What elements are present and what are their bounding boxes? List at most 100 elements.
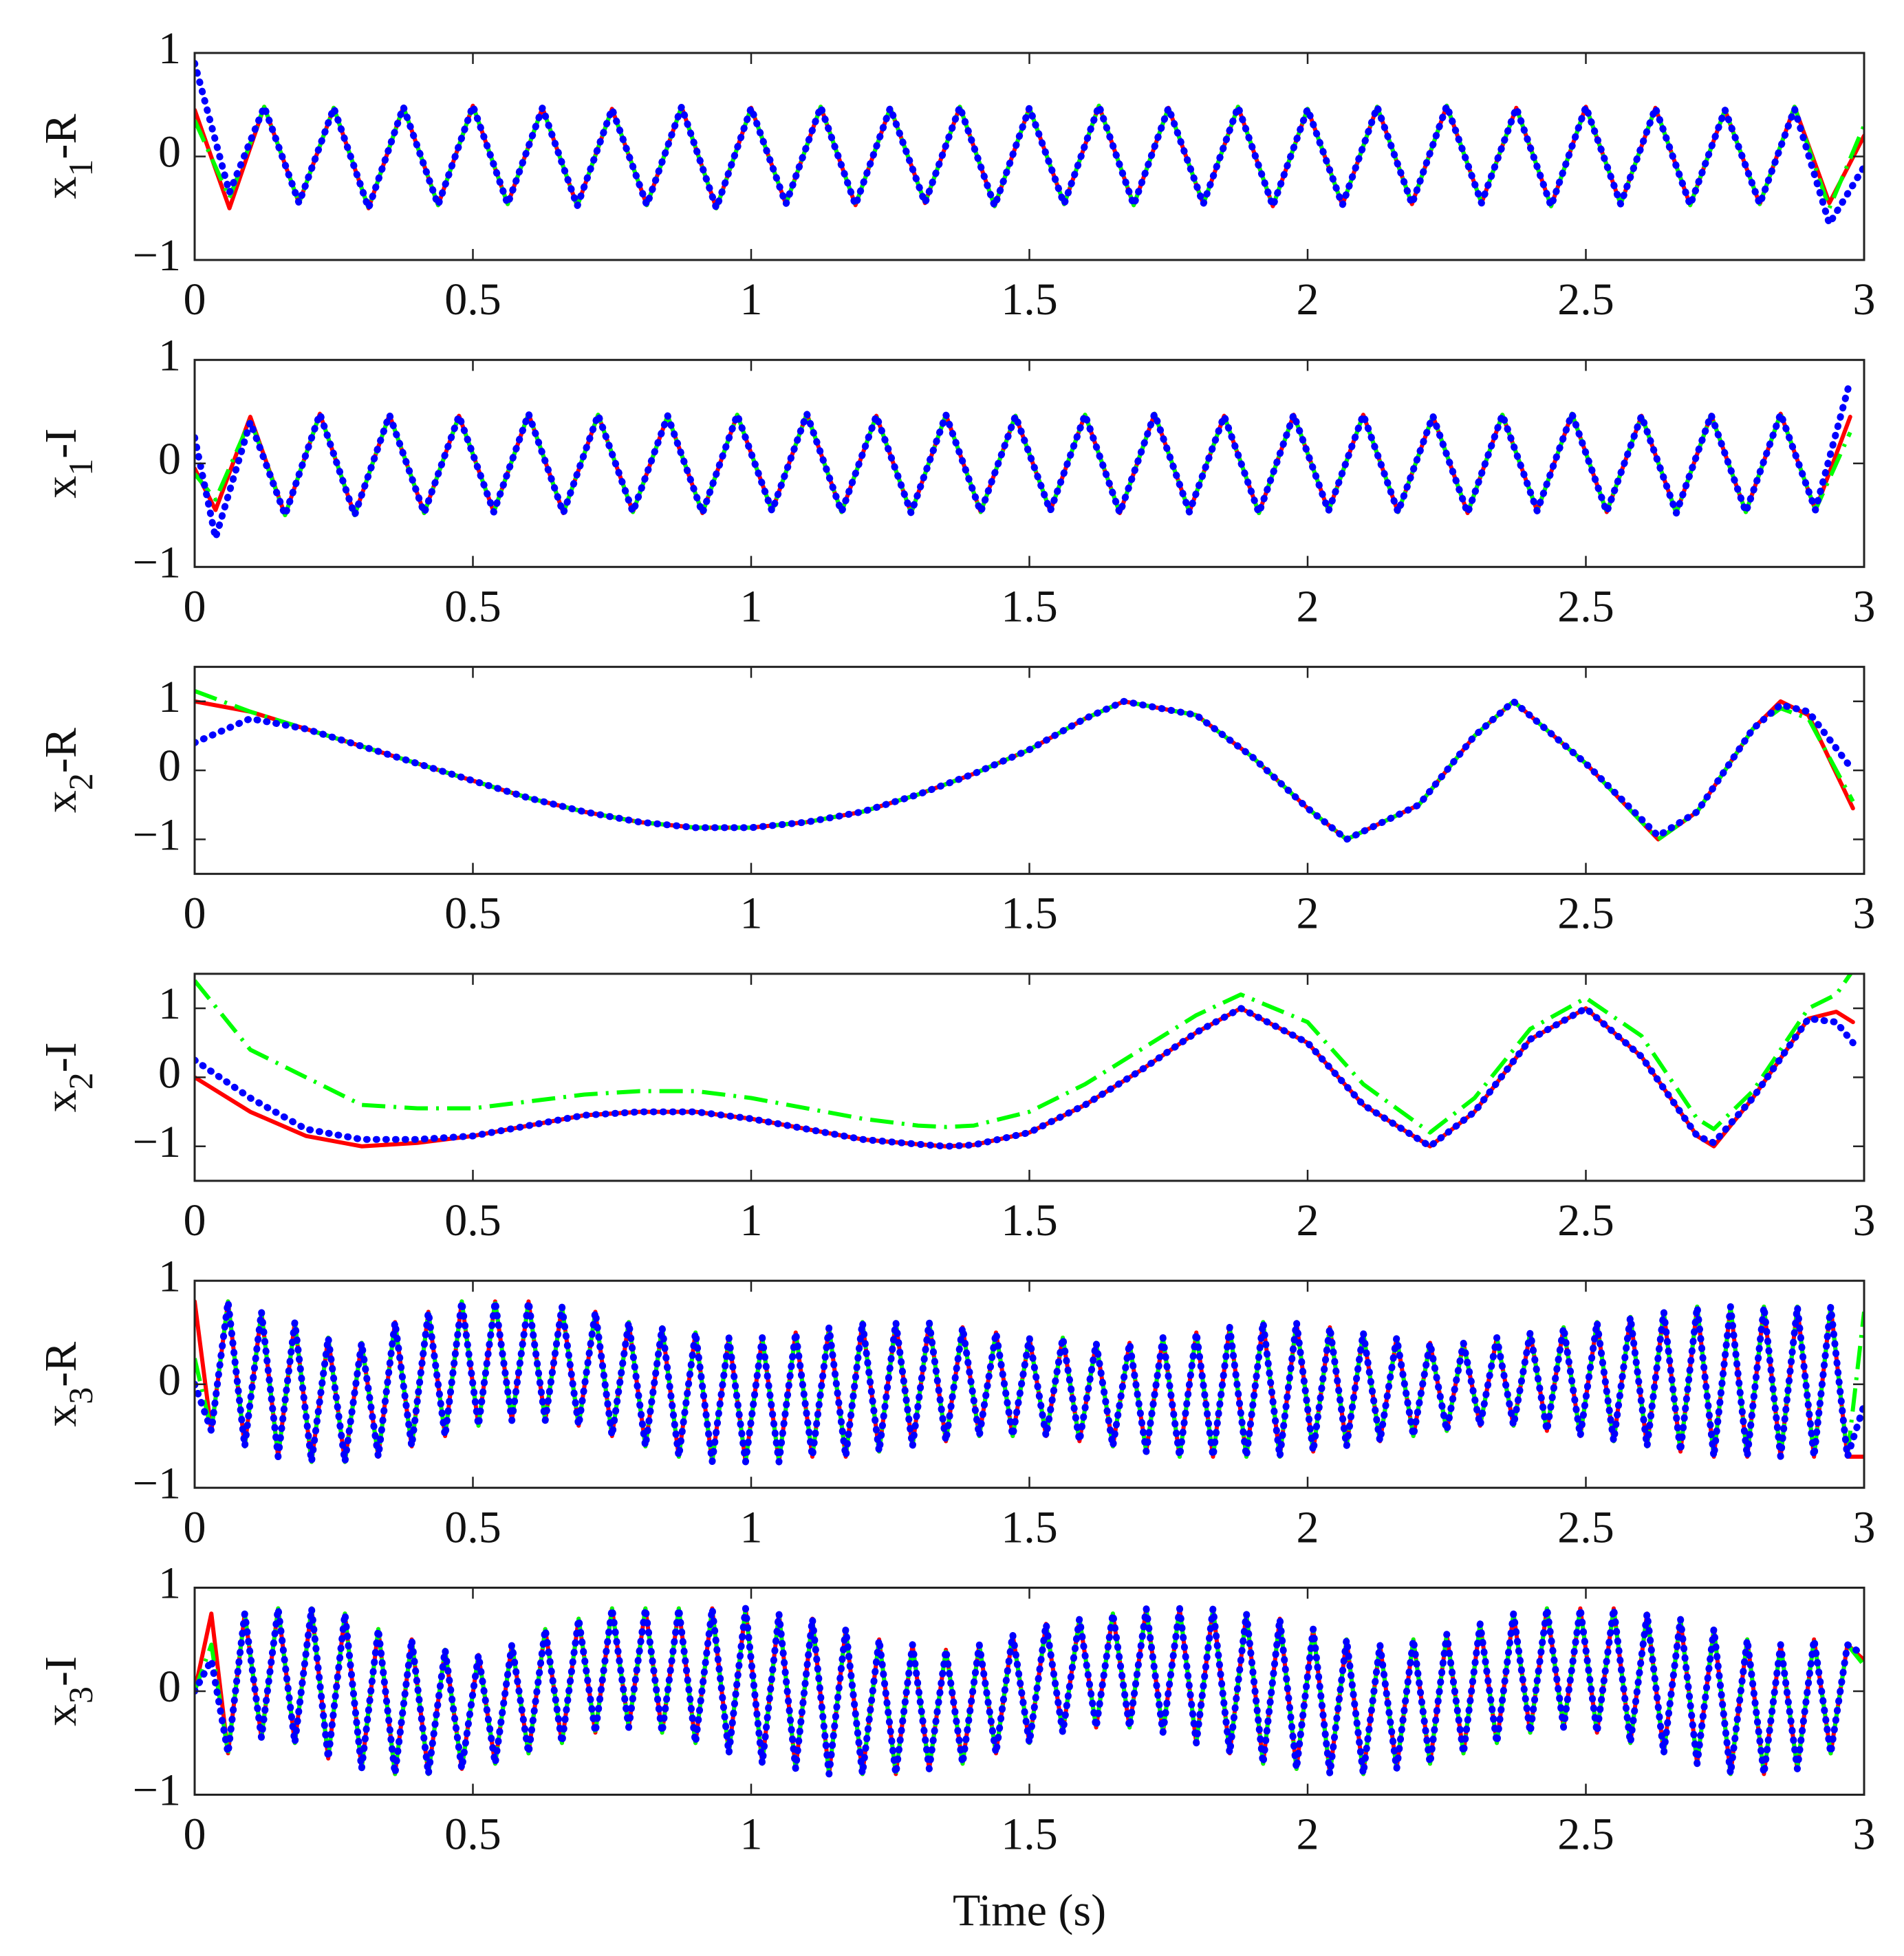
x-tick-label: 2.5 xyxy=(1557,581,1614,631)
y-tick-label: 0 xyxy=(158,434,181,484)
y-tick-label: 1 xyxy=(158,672,181,722)
y-tick-label: 1 xyxy=(158,1251,181,1301)
y-tick-label: 1 xyxy=(158,23,181,74)
y-axis-label: x1-R xyxy=(36,114,100,199)
y-axis-label: x1-I xyxy=(36,428,100,499)
x-tick-label: 1 xyxy=(740,274,763,325)
x-tick-label: 1 xyxy=(740,889,763,939)
y-tick-label: −1 xyxy=(133,1458,181,1508)
axes-box xyxy=(193,666,1865,876)
y-label-base: x xyxy=(36,790,86,813)
x-tick-label: 2.5 xyxy=(1557,1810,1614,1860)
y-label-base: x xyxy=(36,1704,86,1726)
y-label-sub: 2 xyxy=(61,1072,100,1089)
x-tick-label: 3 xyxy=(1853,274,1876,325)
y-tick-label: 0 xyxy=(158,1355,181,1405)
x-tick-label: 1.5 xyxy=(1001,889,1058,939)
y-tick-label: −1 xyxy=(133,537,181,587)
y-tick-label: 1 xyxy=(158,1558,181,1609)
series-group xyxy=(195,973,1857,1150)
x-tick-label: 3 xyxy=(1853,889,1876,939)
y-axis-label: x3-R xyxy=(36,1342,100,1427)
series-group xyxy=(195,1298,1864,1466)
x-tick-label: 0.5 xyxy=(444,274,501,325)
x-tick-label: 0 xyxy=(184,1195,206,1246)
x-tick-label: 3 xyxy=(1853,1502,1876,1552)
y-axis-label: x2-I xyxy=(36,1042,100,1112)
x-tick-label: 2 xyxy=(1297,274,1319,325)
axes-box xyxy=(193,972,1865,1182)
x-tick-label: 2 xyxy=(1297,581,1319,631)
x-tick-label: 1 xyxy=(740,1502,763,1552)
y-label-suffix: -I xyxy=(36,1656,86,1686)
x-tick-label: 0 xyxy=(184,1810,206,1860)
y-tick-label: 0 xyxy=(158,1662,181,1712)
y-label-base: x xyxy=(36,177,86,199)
series-group xyxy=(195,60,1864,228)
plot-area xyxy=(195,53,1864,260)
x-tick-label: 2.5 xyxy=(1557,274,1614,325)
x-tick-label: 0.5 xyxy=(444,1195,501,1246)
y-label-sub: 1 xyxy=(61,459,100,476)
y-tick-label: 0 xyxy=(158,127,181,177)
x-tick-label: 1 xyxy=(740,581,763,631)
x-tick-label: 0.5 xyxy=(444,581,501,631)
x-tick-label: 1.5 xyxy=(1001,581,1058,631)
y-tick-label: −1 xyxy=(133,1765,181,1816)
y-label-sub: 2 xyxy=(61,773,100,790)
x-tick-label: 3 xyxy=(1853,1195,1876,1246)
axes-box xyxy=(193,1279,1865,1489)
y-label-suffix: -R xyxy=(36,728,86,773)
y-label-sub: 3 xyxy=(61,1686,100,1704)
series-line xyxy=(195,1605,1864,1778)
y-label-suffix: -I xyxy=(36,428,86,459)
x-tick-label: 2.5 xyxy=(1557,889,1614,939)
plot-area xyxy=(195,360,1864,567)
y-tick-label: 1 xyxy=(158,979,181,1029)
axes-box xyxy=(193,1587,1865,1796)
y-label-sub: 1 xyxy=(61,160,100,177)
x-tick-label: 3 xyxy=(1853,1810,1876,1860)
x-tick-label: 2.5 xyxy=(1557,1502,1614,1552)
series-line xyxy=(195,697,1857,843)
y-tick-label: 0 xyxy=(158,741,181,791)
x-tick-label: 2 xyxy=(1297,1195,1319,1246)
x-tick-label: 2 xyxy=(1297,889,1319,939)
y-axis-label: x3-I xyxy=(36,1656,100,1726)
x-tick-label: 0 xyxy=(184,274,206,325)
y-tick-label: 1 xyxy=(158,330,181,380)
series-line xyxy=(195,1298,1864,1466)
x-tick-label: 2 xyxy=(1297,1502,1319,1552)
series-line xyxy=(195,377,1854,542)
x-tick-label: 1.5 xyxy=(1001,1502,1058,1552)
series-line xyxy=(195,60,1864,228)
x-tick-label: 0 xyxy=(184,1502,206,1552)
x-tick-label: 1 xyxy=(740,1195,763,1246)
plot-area xyxy=(195,973,1864,1181)
y-label-suffix: -R xyxy=(36,1342,86,1387)
x-tick-label: 2.5 xyxy=(1557,1195,1614,1246)
series-group xyxy=(195,688,1857,843)
series-group xyxy=(195,377,1854,542)
x-tick-label: 1.5 xyxy=(1001,1195,1058,1246)
y-axis-label: x2-R xyxy=(36,728,100,813)
y-label-suffix: -R xyxy=(36,114,86,160)
x-tick-label: 0 xyxy=(184,581,206,631)
x-tick-label: 0 xyxy=(184,889,206,939)
y-label-base: x xyxy=(36,476,86,499)
x-tick-label: 1.5 xyxy=(1001,1810,1058,1860)
x-axis-label: Time (s) xyxy=(953,1886,1106,1936)
y-label-sub: 3 xyxy=(61,1387,100,1404)
x-tick-label: 0.5 xyxy=(444,1502,501,1552)
y-label-base: x xyxy=(36,1089,86,1112)
series-line xyxy=(195,973,1853,1135)
y-tick-label: −1 xyxy=(133,1117,181,1167)
y-label-suffix: -I xyxy=(36,1042,86,1072)
plot-area xyxy=(195,1281,1864,1488)
x-tick-label: 3 xyxy=(1853,581,1876,631)
